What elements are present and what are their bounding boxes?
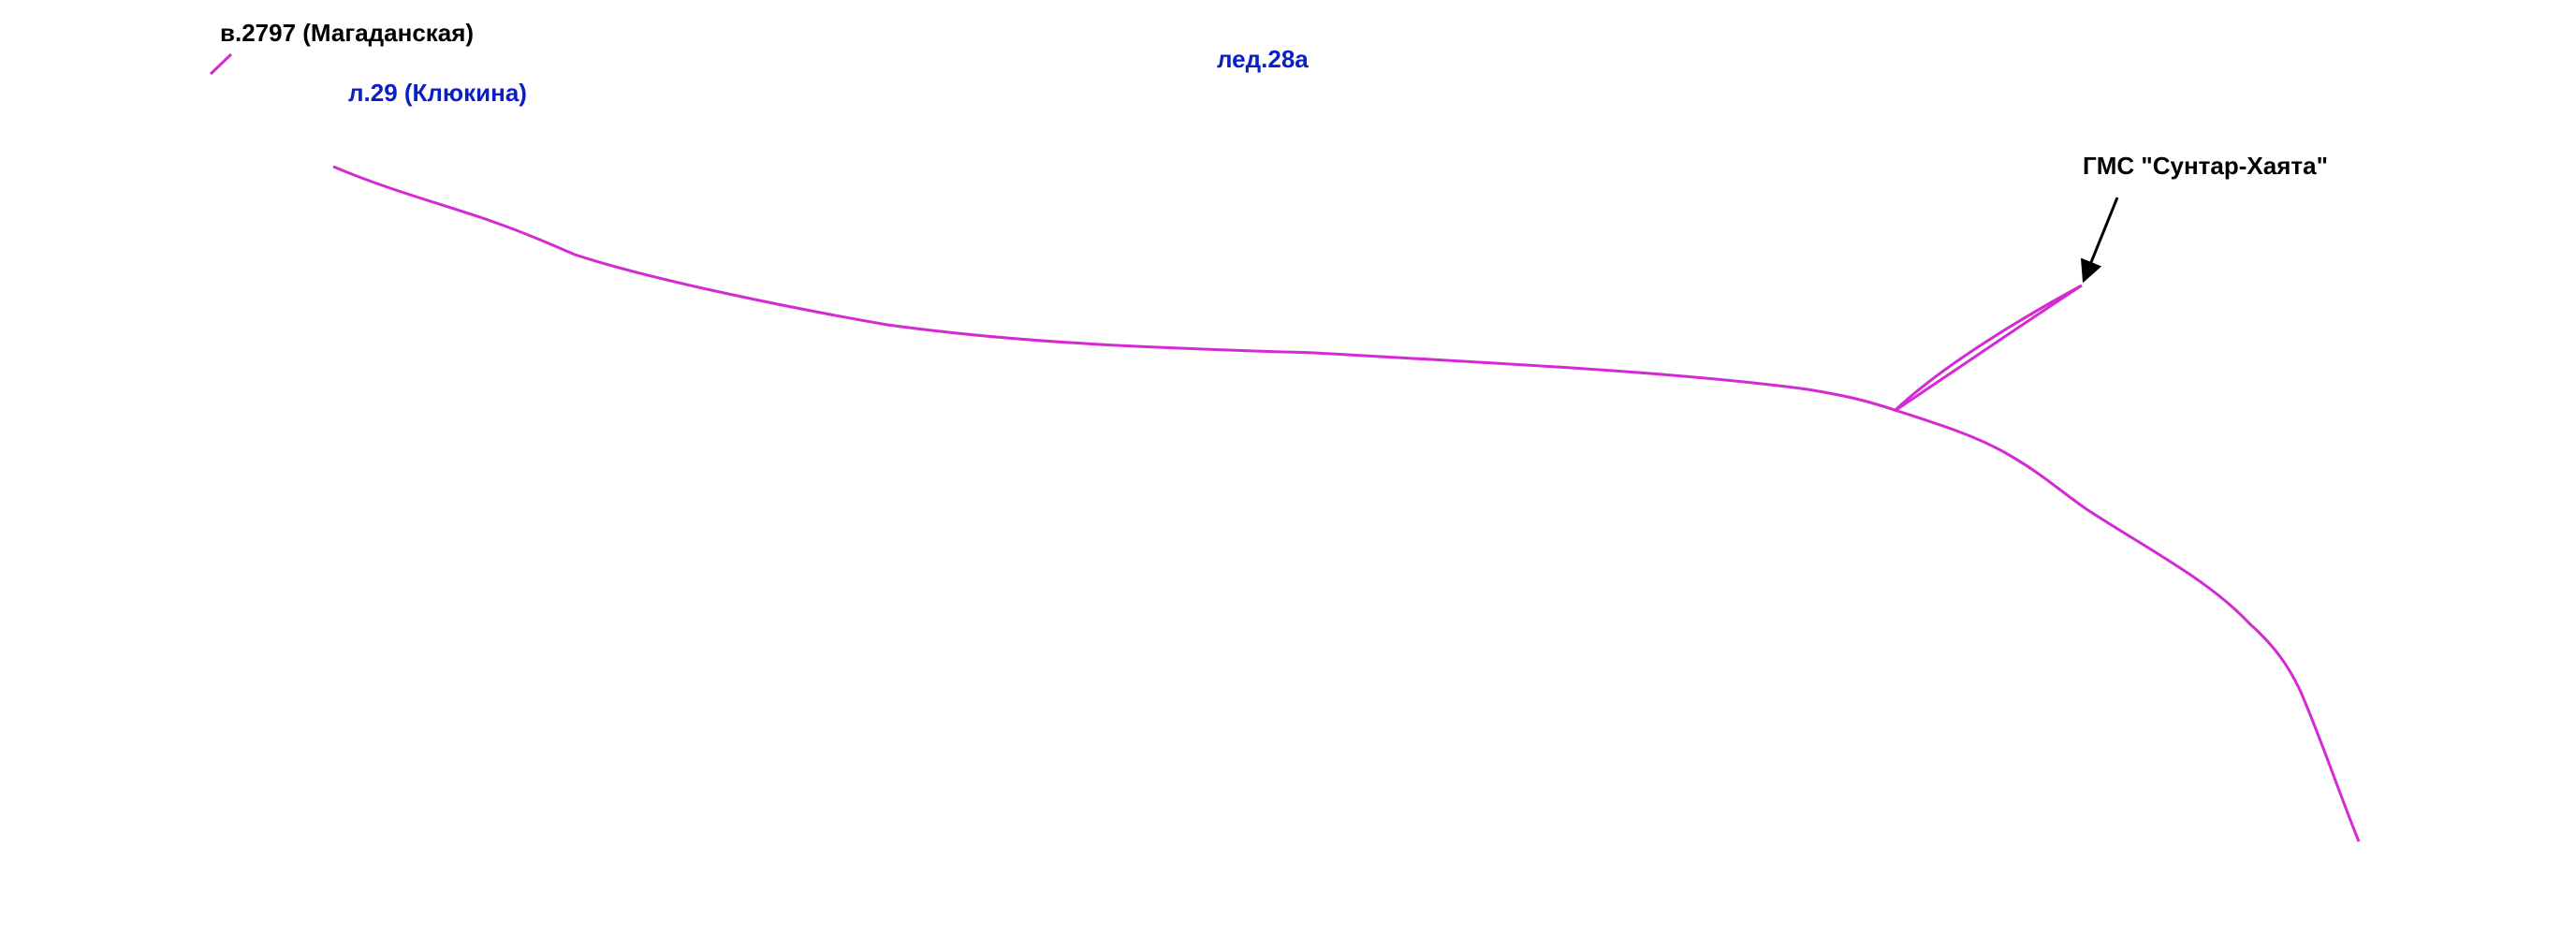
route-segment — [209, 52, 233, 76]
route-branch — [1893, 284, 2083, 413]
ice-label: лед.28а — [1217, 45, 1309, 73]
glacier-label: л.29 (Клюкина) — [348, 79, 527, 107]
station-label: ГМС "Сунтар-Хаята" — [2083, 152, 2328, 180]
pointer-arrow — [2080, 197, 2119, 284]
peak-label: в.2797 (Магаданская) — [220, 19, 474, 47]
route — [332, 165, 2361, 842]
